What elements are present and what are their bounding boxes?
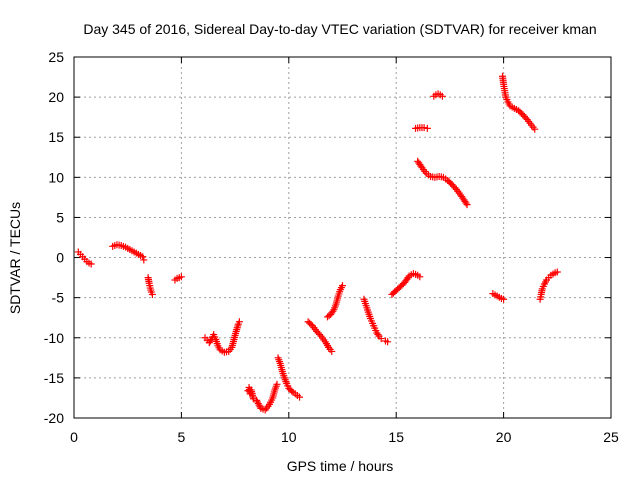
data-point [296,393,304,401]
plot-frame [73,56,612,419]
x-tick-label: 0 [70,429,78,445]
x-axis-label: GPS time / hours [287,458,394,474]
data-point-fill [254,400,262,408]
data-point [384,338,392,346]
data-point-fill [206,337,214,345]
data-point [140,256,148,264]
x-tick-label: 20 [496,429,512,445]
data-point [531,125,539,133]
x-tick-label: 10 [281,429,297,445]
data-point [553,268,561,276]
y-tick-label: 25 [48,49,64,65]
y-tick-label: -15 [44,370,64,386]
data-point [235,318,243,326]
x-tick-label: 15 [388,429,404,445]
y-tick-label: -5 [52,290,65,306]
y-tick-label: 20 [48,89,64,105]
data-point [328,347,336,355]
data-point [87,260,95,268]
y-axis-label: SDTVAR / TECUs [7,202,23,314]
data-point-fill [253,398,261,406]
y-tick-label: 10 [48,169,64,185]
data-point [273,380,281,388]
data-point-fill [462,199,470,207]
data-point [377,335,385,343]
y-tick-label: 15 [48,129,64,145]
data-point [463,201,471,209]
chart-title: Day 345 of 2016, Sidereal Day-to-day VTE… [83,21,596,37]
data-point [416,273,424,281]
data-point [148,290,156,298]
data-point [438,92,446,100]
data-point [249,395,257,403]
data-point [139,253,147,261]
data-point [339,282,346,290]
axis-ticks: 0 5 10 15 20 25 -20 -15 -10 -5 0 5 10 15 20 25 [44,49,619,445]
gridlines [74,57,611,418]
x-tick-label: 5 [178,429,186,445]
y-tick-label: -10 [44,330,64,346]
data-point [420,124,428,132]
data-point-fill [374,331,382,339]
y-tick-label: 5 [56,209,64,225]
data-point [500,295,508,303]
y-tick-label: 0 [56,250,64,266]
data-point [177,273,185,281]
data-point-fill [288,387,296,395]
data-point [423,124,431,132]
x-tick-label: 25 [603,429,619,445]
data-point [253,396,261,404]
y-tick-label: -20 [44,410,64,426]
data-point-fill [255,401,263,409]
data-points [74,72,561,414]
